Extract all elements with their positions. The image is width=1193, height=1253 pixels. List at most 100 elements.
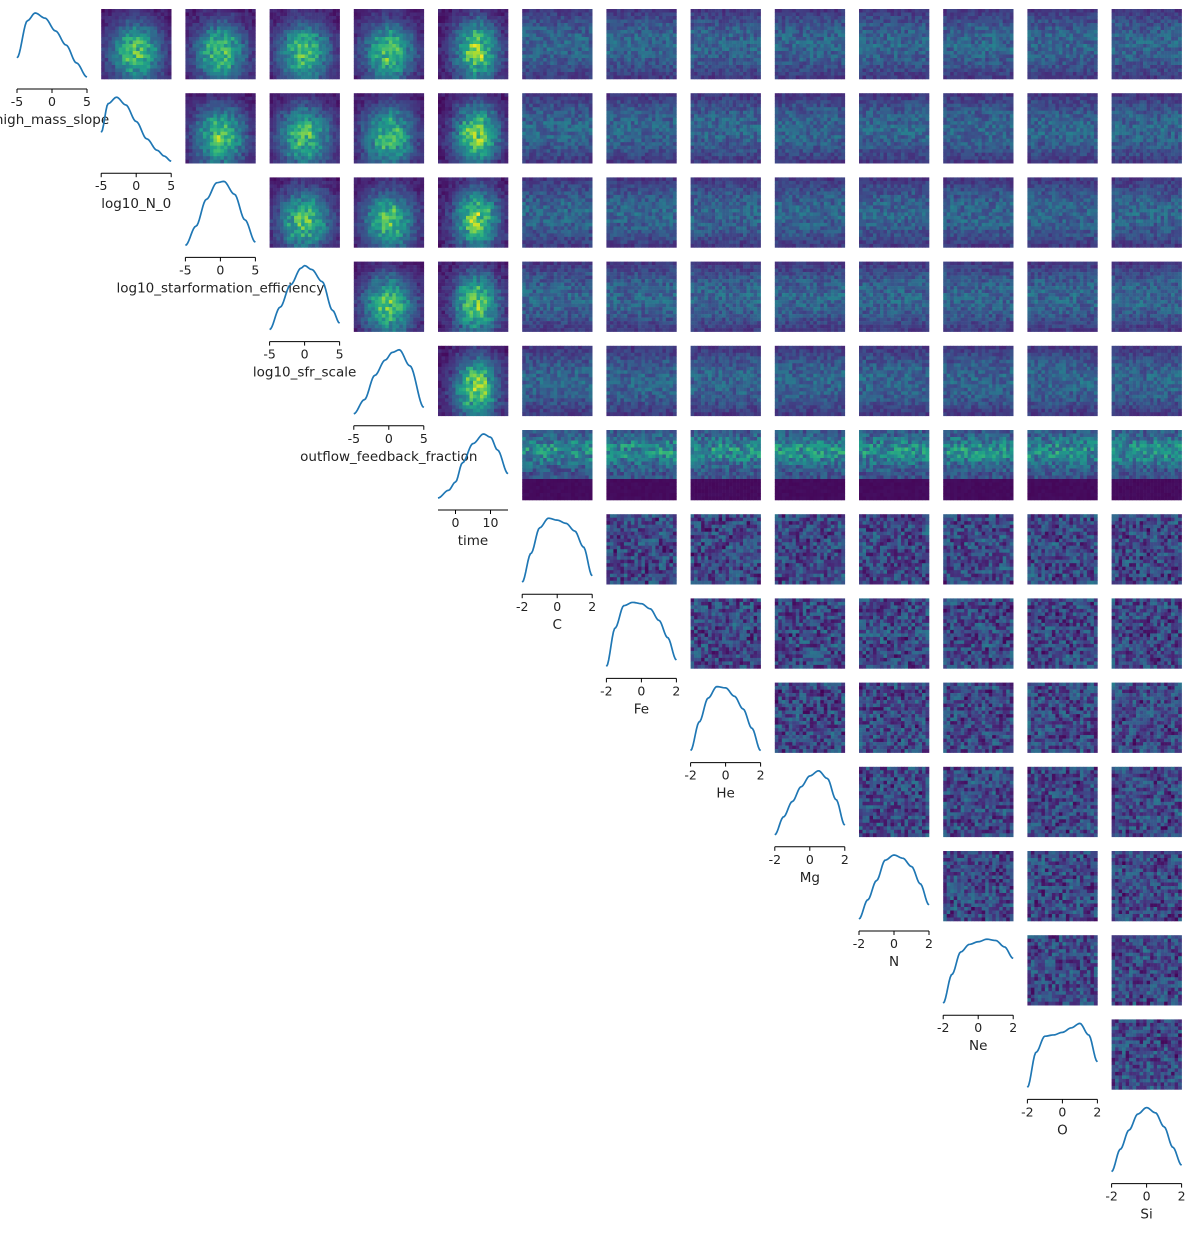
hist2d-fe-vs-n <box>859 598 929 668</box>
density-curve-he <box>691 687 761 751</box>
hist2d-log10-n-0-vs-mg <box>775 93 845 163</box>
tick-label: -2 <box>1021 1104 1033 1119</box>
hist2d-high-mass-slope-vs-c <box>522 9 592 79</box>
tick-label: -2 <box>600 683 612 698</box>
hist2d-he-vs-si <box>1112 683 1182 753</box>
hist2d-log10-n-0-vs-c <box>522 93 592 163</box>
hist2d-c-vs-ne <box>943 514 1013 584</box>
hist2d-n-vs-si <box>1112 851 1182 921</box>
hist2d-outflow-feedback-fraction-vs-ne <box>943 346 1013 416</box>
hist2d-mg-vs-n <box>859 767 929 837</box>
hist2d-fe-vs-o <box>1027 598 1097 668</box>
diag-si: -2 0 2Si <box>1105 1108 1185 1223</box>
diag-o: -2 0 2O <box>1021 1023 1101 1138</box>
hist2d-ne-vs-o <box>1027 935 1097 1005</box>
tick-label: 0 <box>553 599 561 614</box>
hist2d-log10-n-0-vs-he <box>691 93 761 163</box>
hist2d-outflow-feedback-fraction-vs-si <box>1112 346 1182 416</box>
tick-label: 0 <box>48 94 56 109</box>
tick-label: 0 <box>722 768 730 783</box>
hist2d-time-vs-mg <box>775 430 845 500</box>
tick-label: 2 <box>757 768 765 783</box>
hist2d-c-vs-he <box>691 514 761 584</box>
diag-he: -2 0 2He <box>684 687 764 802</box>
tick-label: 0 <box>974 1020 982 1035</box>
tick-label: 0 <box>637 683 645 698</box>
hist2d-high-mass-slope-vs-o <box>1027 9 1097 79</box>
hist2d-log10-n-0-vs-log10-starformation-efficiency <box>185 93 255 163</box>
tick-label: 0 <box>216 262 224 277</box>
hist2d-log10-starformation-efficiency-vs-outflow-feedback-fraction <box>354 177 424 247</box>
hist2d-log10-starformation-efficiency-vs-fe <box>606 177 676 247</box>
hist2d-c-vs-o <box>1027 514 1097 584</box>
tick-label: 0 <box>452 515 460 530</box>
hist2d-high-mass-slope-vs-n <box>859 9 929 79</box>
hist2d-c-vs-mg <box>775 514 845 584</box>
density-curve-c <box>522 518 592 582</box>
tick-label: -5 <box>179 262 191 277</box>
hist2d-outflow-feedback-fraction-vs-time <box>438 346 508 416</box>
tick-label: 5 <box>420 431 428 446</box>
axis-label-fe: Fe <box>634 701 649 717</box>
tick-label: -2 <box>516 599 528 614</box>
density-curve-log10-n-0 <box>101 97 171 161</box>
hist2d-time-vs-si <box>1112 430 1182 500</box>
tick-label: -2 <box>684 768 696 783</box>
axis-label-si: Si <box>1140 1207 1152 1223</box>
hist2d-mg-vs-ne <box>943 767 1013 837</box>
hist2d-log10-n-0-vs-ne <box>943 93 1013 163</box>
tick-label: 5 <box>251 262 259 277</box>
hist2d-outflow-feedback-fraction-vs-o <box>1027 346 1097 416</box>
tick-label: 5 <box>167 178 175 193</box>
hist2d-log10-sfr-scale-vs-outflow-feedback-fraction <box>354 262 424 332</box>
hist2d-outflow-feedback-fraction-vs-he <box>691 346 761 416</box>
tick-label: 2 <box>588 599 596 614</box>
hist2d-log10-sfr-scale-vs-c <box>522 262 592 332</box>
diag-n: -2 0 2N <box>853 855 933 970</box>
tick-label: -2 <box>853 936 865 951</box>
density-curve-si <box>1112 1108 1182 1172</box>
density-curve-high-mass-slope <box>17 13 87 77</box>
hist2d-log10-sfr-scale-vs-ne <box>943 262 1013 332</box>
hist2d-log10-starformation-efficiency-vs-time <box>438 177 508 247</box>
axis-label-log10-sfr-scale: log10_sfr_scale <box>253 365 356 381</box>
hist2d-high-mass-slope-vs-fe <box>606 9 676 79</box>
hist2d-time-vs-c <box>522 430 592 500</box>
axis-label-c: C <box>552 617 561 633</box>
tick-label: 10 <box>483 515 499 530</box>
hist2d-c-vs-n <box>859 514 929 584</box>
hist2d-high-mass-slope-vs-mg <box>775 9 845 79</box>
hist2d-log10-n-0-vs-time <box>438 93 508 163</box>
hist2d-outflow-feedback-fraction-vs-mg <box>775 346 845 416</box>
tick-label: 0 <box>385 431 393 446</box>
diag-mg: -2 0 2Mg <box>769 771 849 886</box>
density-curve-time <box>438 434 508 498</box>
hist2d-log10-starformation-efficiency-vs-o <box>1027 177 1097 247</box>
hist2d-log10-starformation-efficiency-vs-log10-sfr-scale <box>270 177 340 247</box>
hist2d-fe-vs-si <box>1112 598 1182 668</box>
density-curve-fe <box>606 602 676 666</box>
tick-label: 2 <box>672 683 680 698</box>
hist2d-time-vs-n <box>859 430 929 500</box>
hist2d-c-vs-fe <box>606 514 676 584</box>
hist2d-he-vs-o <box>1027 683 1097 753</box>
axis-label-log10-n-0: log10_N_0 <box>101 196 171 212</box>
axis-label-time: time <box>458 533 489 549</box>
hist2d-log10-sfr-scale-vs-o <box>1027 262 1097 332</box>
axis-label-high-mass-slope: high_mass_slope <box>0 112 109 128</box>
hist2d-he-vs-ne <box>943 683 1013 753</box>
hist2d-log10-n-0-vs-n <box>859 93 929 163</box>
hist2d-log10-n-0-vs-outflow-feedback-fraction <box>354 93 424 163</box>
density-curve-ne <box>943 939 1013 1003</box>
tick-label: -5 <box>95 178 107 193</box>
tick-label: 2 <box>1093 1104 1101 1119</box>
axis-label-ne: Ne <box>969 1038 987 1054</box>
hist2d-log10-sfr-scale-vs-si <box>1112 262 1182 332</box>
hist2d-log10-n-0-vs-log10-sfr-scale <box>270 93 340 163</box>
hist2d-log10-starformation-efficiency-vs-ne <box>943 177 1013 247</box>
hist2d-c-vs-si <box>1112 514 1182 584</box>
tick-label: 2 <box>1009 1020 1017 1035</box>
hist2d-fe-vs-ne <box>943 598 1013 668</box>
